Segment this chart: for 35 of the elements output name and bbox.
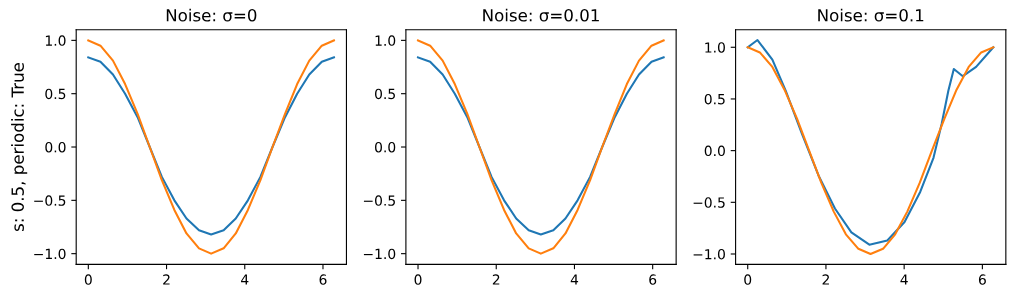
y-tick-label: −1.0 [34,248,66,260]
x-tick-label: 4 [241,274,249,285]
y-tick-label: −0.5 [34,195,66,206]
y-tick-label: 1.0 [705,42,725,53]
line-series [416,39,665,255]
y-tick-label: −1.0 [693,248,725,260]
x-tick-label: 6 [319,274,327,285]
x-tick-label: 0 [744,274,752,285]
y-tick-label: 0.0 [704,145,725,157]
x-tick-label: 0 [84,274,92,285]
y-tick-label: 1.0 [375,35,396,46]
y-tick-label: 0.5 [704,93,725,105]
line-series [87,39,335,255]
chart-title: Noise: σ=0.01 [483,8,599,22]
line-series [416,56,665,236]
y-tick-label: 1.0 [45,35,66,46]
y-tick-label: −0.5 [363,195,395,206]
x-tick-label: 6 [978,274,986,285]
y-tick-label: −0.5 [693,197,725,208]
y-tick-label: 0.0 [45,141,66,153]
y-tick-label: 0.5 [45,88,66,100]
chart-title: Noise: σ=0.1 [818,8,924,22]
x-tick-label: 6 [649,274,657,285]
y-tick-label: 0.5 [375,88,395,100]
x-tick-label: 0 [414,274,422,285]
x-tick-label: 4 [900,274,908,285]
y-tick-label: −1.0 [363,248,396,260]
x-tick-label: 2 [822,274,829,285]
line-series [87,56,335,236]
chart-title: Noise: σ=0 [166,8,257,22]
y-axis-title: s: 0.5, periodic: True [11,62,28,232]
y-tick-label: 0.0 [375,141,396,153]
x-tick-label: 2 [163,274,170,285]
x-tick-label: 4 [570,274,579,285]
x-tick-label: 2 [492,274,500,285]
